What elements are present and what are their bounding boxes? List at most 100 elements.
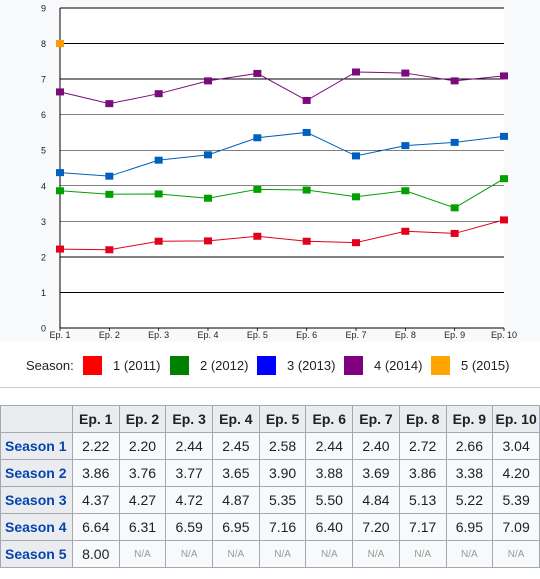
table-cell: 5.13 [398, 486, 447, 514]
table-cell: 6.64 [71, 513, 120, 541]
table-cell: 4.84 [352, 486, 400, 514]
series-marker [154, 237, 163, 245]
column-header: Ep. 1 [71, 405, 120, 433]
series-marker [56, 169, 64, 177]
column-header: Ep. 2 [118, 405, 167, 433]
y-tick-label: 2 [41, 252, 46, 262]
series-marker [56, 245, 64, 253]
table-cell: 6.40 [305, 513, 354, 541]
table-cell: 6.59 [165, 513, 214, 541]
legend-item-label: 1 (2011) [113, 358, 161, 373]
series-marker [105, 172, 114, 180]
series-marker [56, 187, 64, 195]
table-corner [0, 405, 73, 433]
table-cell: 3.86 [71, 459, 120, 487]
table-header-row: Ep. 1 Ep. 2 Ep. 3 Ep. 4 Ep. 5 Ep. 6 Ep. 7 Ep. 8… [0, 405, 540, 433]
column-header: Ep. 4 [212, 405, 260, 433]
series-marker [302, 128, 311, 136]
series-marker [253, 134, 262, 142]
legend-item-label: 4 (2014) [374, 358, 423, 373]
column-header: Ep. 8 [398, 405, 447, 433]
chart-area: 0 1 2 3 4 5 6 7 8 9 Ep. 1 Ep. 2 Ep. 3 Ep. 4 Ep. 5 Ep. 6… [40, 3, 518, 341]
x-tick-label: Ep. 7 [345, 330, 366, 340]
table-cell: N/A [212, 540, 260, 568]
y-tick-label: 4 [41, 181, 46, 191]
series-marker [302, 186, 311, 194]
table-cell: N/A [258, 540, 307, 568]
table-cell: 5.39 [492, 486, 540, 514]
divider [0, 387, 540, 388]
y-tick-label: 0 [41, 324, 46, 334]
y-tick-label: 5 [41, 146, 46, 156]
table-cell: 3.69 [352, 459, 400, 487]
table-cell: 5.50 [305, 486, 354, 514]
table-cell: 2.40 [352, 432, 400, 460]
series-line [59, 219, 505, 251]
table-cell: 7.20 [352, 513, 400, 541]
series-marker [56, 88, 64, 96]
series-marker [204, 77, 212, 85]
series-marker [401, 187, 410, 195]
table-cell: 6.31 [118, 513, 167, 541]
table-cell: N/A [305, 540, 354, 568]
series-marker [253, 232, 262, 240]
row-header-link[interactable]: Season 3 [0, 486, 73, 514]
y-tick-label: 8 [41, 39, 46, 49]
table-cell: 2.66 [445, 432, 494, 460]
series-marker [401, 227, 410, 235]
series-marker [302, 237, 311, 245]
row-header-link[interactable]: Season 1 [0, 432, 73, 460]
table-cell: 3.76 [118, 459, 167, 487]
y-tick-label: 7 [41, 75, 46, 85]
series-marker [154, 156, 163, 164]
legend-item-label: 5 (2015) [461, 358, 510, 373]
table-cell: 2.45 [212, 432, 260, 460]
series-marker [401, 142, 410, 150]
series-marker [352, 193, 360, 201]
table-cell: 4.72 [165, 486, 214, 514]
y-tick-label: 1 [41, 288, 46, 298]
table-row: Season 1 2.22 2.20 2.44 2.45 2.58 2.44 2.40 2.72… [0, 432, 540, 460]
table-cell: 2.72 [398, 432, 447, 460]
table-cell: 3.04 [492, 432, 540, 460]
series-marker [204, 194, 212, 202]
table-cell: 5.35 [258, 486, 307, 514]
x-tick-label: Ep. 2 [99, 330, 120, 340]
table-cell: 2.44 [165, 432, 214, 460]
table-row: Season 4 6.64 6.31 6.59 6.95 7.16 6.40 7.20 7.17… [0, 513, 540, 541]
table-cell: 5.22 [445, 486, 494, 514]
table-cell: 3.77 [165, 459, 214, 487]
series-line [59, 131, 505, 177]
line-chart: 0 1 2 3 4 5 6 7 8 9 Ep. 1 Ep. 2 Ep. 3 Ep. 4 Ep. 5 Ep. 6… [41, 4, 517, 341]
table-cell: 7.09 [492, 513, 540, 541]
x-tick-label: Ep. 1 [49, 330, 70, 340]
column-header: Ep. 9 [445, 405, 494, 433]
table-cell: 3.88 [305, 459, 354, 487]
series-marker [105, 100, 114, 108]
table-cell: 4.87 [212, 486, 260, 514]
series-marker [450, 229, 459, 237]
row-header-link[interactable]: Season 5 [0, 540, 73, 568]
legend-item-label: 2 (2012) [200, 358, 249, 373]
table-cell: N/A [445, 540, 494, 568]
row-header-link[interactable]: Season 2 [0, 459, 73, 487]
x-tick-label: Ep. 4 [197, 330, 218, 340]
table-cell: N/A [165, 540, 214, 568]
series-marker [56, 40, 64, 48]
series-marker [352, 152, 360, 160]
plot-background [60, 8, 504, 328]
table-cell: 6.95 [212, 513, 260, 541]
table-cell: 2.22 [71, 432, 120, 460]
series-line [59, 71, 505, 105]
column-header: Ep. 10 [492, 405, 540, 433]
table-cell: 3.86 [398, 459, 447, 487]
series-marker [401, 69, 410, 77]
column-header: Ep. 5 [258, 405, 307, 433]
table-cell: 6.95 [445, 513, 494, 541]
x-tick-label: Ep. 6 [296, 330, 317, 340]
legend-title: Season: [26, 358, 74, 373]
table-cell: 3.38 [445, 459, 494, 487]
series-marker [154, 190, 163, 198]
table-cell: 8.00 [71, 540, 120, 568]
row-header-link[interactable]: Season 4 [0, 513, 73, 541]
